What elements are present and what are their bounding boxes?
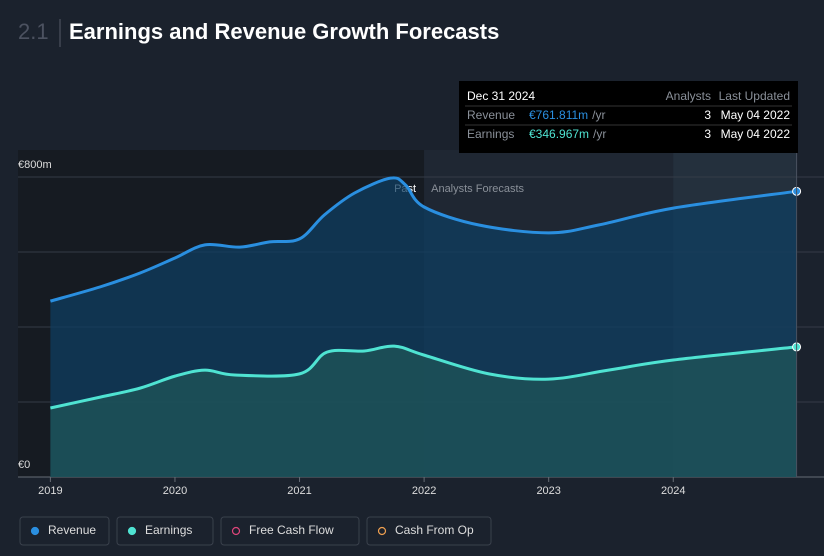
legend-label: Cash From Op — [395, 523, 474, 537]
legend-label: Revenue — [48, 523, 96, 537]
legend-item[interactable]: Revenue — [19, 516, 110, 546]
legend-button[interactable] — [366, 516, 492, 546]
y-tick-label: €800m — [18, 159, 52, 171]
x-tick-label: 2021 — [287, 485, 311, 497]
legend-button[interactable] — [19, 516, 110, 546]
forecast-label: Analysts Forecasts — [431, 183, 524, 195]
x-tick-label: 2019 — [38, 485, 62, 497]
area — [50, 346, 797, 477]
legend-button[interactable] — [116, 516, 214, 546]
tooltip-unit: /yr — [592, 108, 605, 122]
legend-dot — [30, 526, 40, 536]
legend-item[interactable]: Cash From Op — [366, 516, 492, 546]
legend-button[interactable] — [220, 516, 360, 546]
tooltip-analysts: 3 — [704, 108, 711, 122]
tooltip-amount: €346.967m — [529, 127, 589, 141]
line — [50, 344, 797, 410]
legend-dot — [377, 526, 387, 536]
legend-label: Earnings — [145, 523, 192, 537]
x-tick-label: 2024 — [661, 485, 685, 497]
section-number: 2.1 — [18, 19, 49, 44]
tooltip-updated: May 04 2022 — [721, 127, 791, 141]
x-tick-label: 2020 — [163, 485, 187, 497]
page-title: Earnings and Revenue Growth Forecasts — [69, 19, 499, 44]
legend-label: Free Cash Flow — [249, 523, 334, 537]
tooltip-unit: /yr — [593, 127, 606, 141]
line — [49, 176, 797, 303]
tooltip-header: Last Updated — [719, 89, 790, 103]
tooltip-analysts: 3 — [704, 127, 711, 141]
tooltip-amount: €761.811m — [529, 108, 588, 122]
tooltip-updated: May 04 2022 — [721, 108, 791, 122]
y-tick-label: €0 — [18, 459, 30, 471]
tooltip-name: Revenue — [467, 108, 515, 122]
tooltip-value: €761.811m/yr — [529, 108, 606, 122]
tooltip-value: €346.967m/yr — [529, 127, 606, 141]
legend-dot — [127, 526, 137, 536]
legend-dot — [231, 526, 241, 536]
legend-item[interactable]: Free Cash Flow — [220, 516, 360, 546]
tooltip-header: Analysts — [666, 89, 711, 103]
legend-item[interactable]: Earnings — [116, 516, 214, 546]
tooltip — [459, 81, 798, 153]
x-tick-label: 2022 — [412, 485, 436, 497]
tooltip-date: Dec 31 2024 — [467, 89, 535, 103]
tooltip-name: Earnings — [467, 127, 514, 141]
x-tick-label: 2023 — [536, 485, 560, 497]
